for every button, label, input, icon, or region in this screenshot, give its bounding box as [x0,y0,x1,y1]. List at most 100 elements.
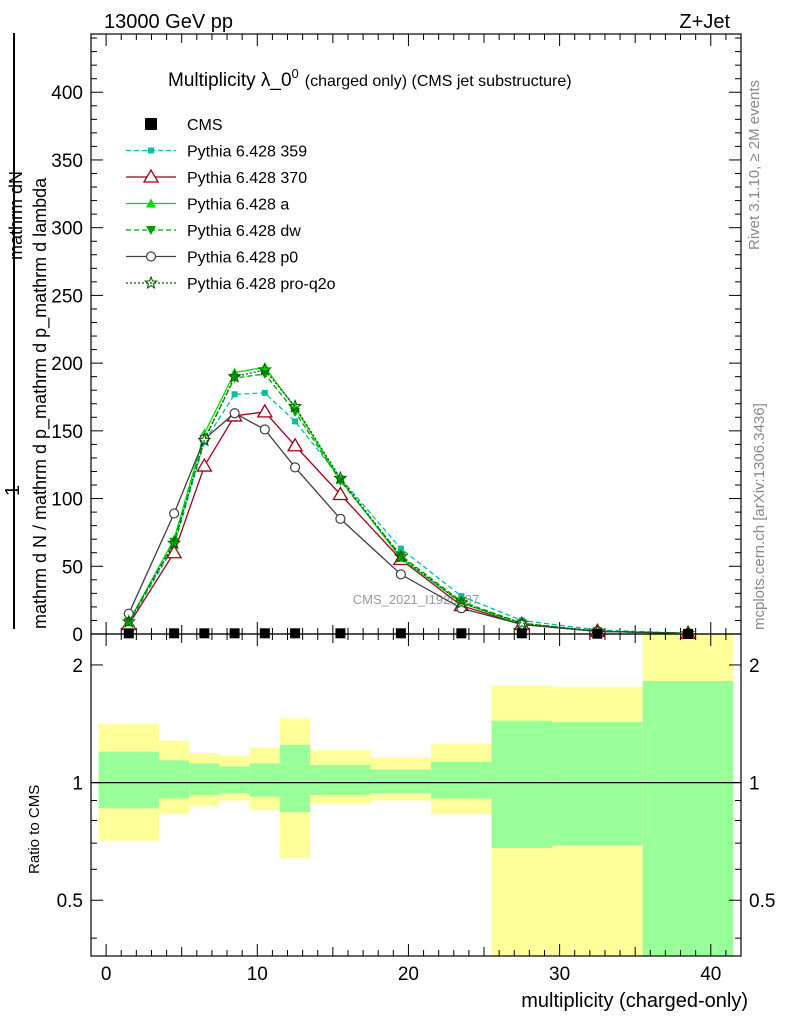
data-point [514,615,529,630]
data-point [395,569,406,580]
data-point [456,628,467,639]
header-right: Z+Jet [679,11,730,33]
data-point [454,595,469,609]
ratio-frame [90,633,742,957]
data-point [261,389,268,396]
data-point [397,545,404,552]
data-point [259,424,270,435]
series-6 [121,362,696,640]
legend-label: Pythia 6.428 pro-q2o [187,276,336,293]
main-ylabel-denom: mathrm d N / mathrm d p_mathrm d p_mathr… [30,177,51,629]
legend-marker [146,226,156,235]
legend-label: Pythia 6.428 a [187,197,289,214]
main-ytick-label: 300 [51,219,83,240]
data-point [229,628,240,639]
data-point [166,535,182,550]
data-point [229,374,240,384]
legend-marker [145,251,157,262]
ratio-ylabel: Ratio to CMS [26,785,43,874]
data-point [683,628,694,639]
ratio-band-green [219,766,250,794]
data-point [333,470,348,485]
series-0 [123,628,694,639]
title-main: Multiplicity λ_0 [168,70,292,91]
data-point [121,614,136,628]
legend-marker [146,198,156,208]
data-point [231,391,238,398]
series-line [128,373,689,634]
ratio-band-green [159,760,190,799]
ratio-xtick-label: 40 [700,964,721,985]
data-point [227,369,242,383]
data-point [259,362,270,372]
ratio-band-green [279,744,311,813]
legend-label: Pythia 6.428 dw [187,223,301,240]
main-ytick-label: 200 [51,354,83,375]
ratio-band-green [249,763,280,797]
main-ytick-label: 100 [51,490,83,511]
series-line [128,369,689,634]
data-point [395,551,406,561]
main-ytick-label: 0 [72,625,83,646]
main-title: Multiplicity λ_00 (charged only) (CMS jet… [168,66,572,91]
data-point [257,362,272,376]
main-ytick-label: 250 [51,286,83,307]
main-axes: 0 50 100 150 200 250 300 350 400 [51,33,742,646]
legend-label: Pythia 6.428 370 [187,170,307,187]
data-point [259,628,270,639]
rivet-label: Rivet 3.1.10, ≥ 2M events [746,80,763,250]
main-series [120,362,697,640]
data-point [335,513,346,524]
ratio-band-green [552,721,643,846]
series-line [128,412,689,634]
ratio-ytick-label-right: 0.5 [749,891,775,912]
main-ytick-label: 350 [51,151,83,172]
data-point [286,437,304,452]
xlabel: multiplicity (charged-only) [521,990,748,1012]
data-point [123,628,134,639]
data-point [335,628,346,639]
legend-marker [143,275,159,290]
data-point [169,628,180,639]
ratio-bands [91,634,741,956]
data-point [456,603,467,614]
data-point [197,432,212,447]
main-ytick-label: 50 [62,557,83,578]
ratio-band-green [310,764,371,795]
ratio-xtick-label: 0 [101,964,112,985]
data-point [290,628,301,639]
data-point [287,399,303,413]
data-point [289,462,301,473]
legend-label: Pythia 6.428 p0 [187,250,298,267]
legend-marker [145,118,157,130]
header-left: 13000 GeV pp [104,11,233,33]
ratio-ytick-label: 1 [72,774,83,795]
main-ylabel-numer: mathrm dN [6,171,26,260]
ratio-axes: 0 10 20 30 40 0.5 0.5 1 1 2 2 [57,633,775,985]
title-suffix: (charged only) (CMS jet substructure) [305,73,572,90]
data-point [592,628,603,639]
ratio-band-green [189,763,220,795]
legend: CMS Pythia 6.428 359 Pythia 6.428 370 Pythi… [126,117,336,293]
data-point [456,597,467,607]
ratio-band-green [98,751,160,809]
ratio-band-green [491,720,553,849]
legend-marker [142,168,160,183]
ratio-band-green [370,769,432,794]
legend-label: Pythia 6.428 359 [187,144,307,161]
ratio-xtick-label: 10 [247,964,268,985]
legend-label: CMS [187,117,223,134]
series-line [128,392,689,634]
data-point [199,628,210,639]
title-sup: 0 [292,66,299,81]
data-point [256,403,273,418]
mcplots-label: mcplots.cern.ch [arXiv:1306.3436] [751,403,768,630]
legend-marker [148,147,154,154]
main-ytick-label: 150 [51,422,83,443]
ratio-ytick-label: 0.5 [57,891,83,912]
data-point [393,549,409,563]
ratio-xtick-label: 30 [549,964,570,985]
data-point [332,486,349,501]
ratio-ytick-label: 2 [72,656,83,677]
